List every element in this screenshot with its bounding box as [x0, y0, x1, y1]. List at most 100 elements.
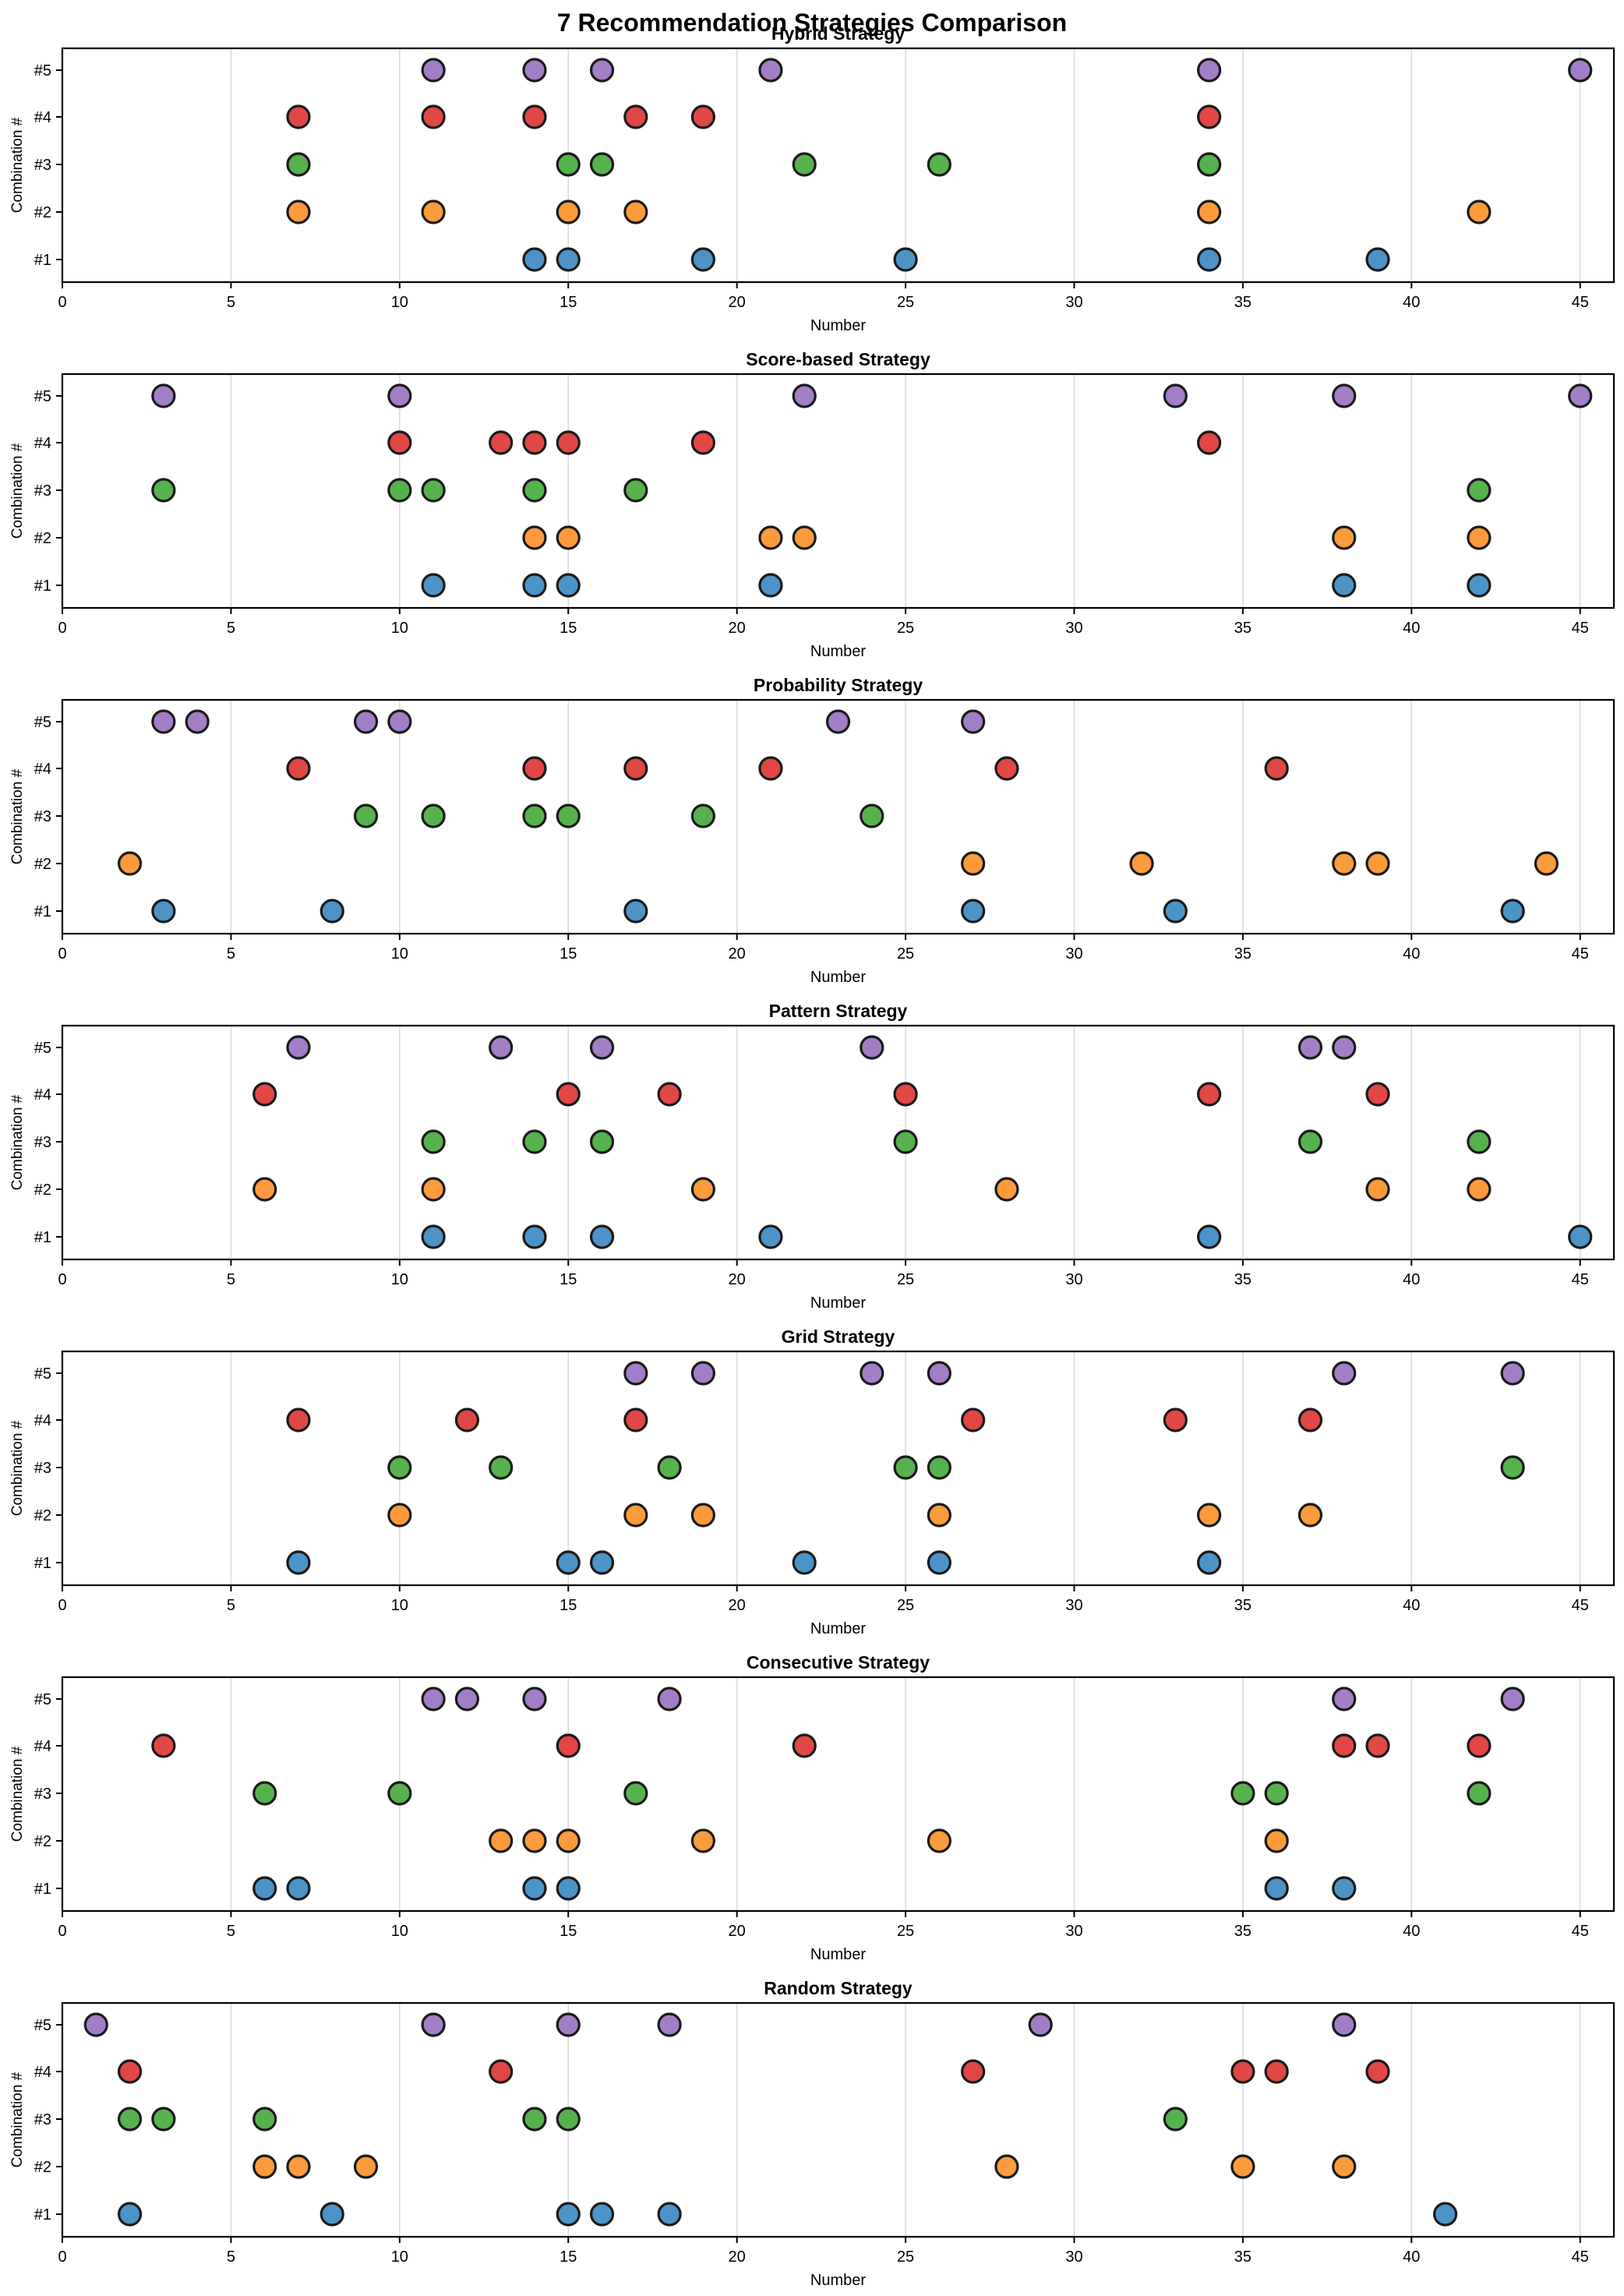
x-tick-label: 35 [1234, 294, 1252, 311]
data-point [387, 478, 412, 503]
data-point [1568, 58, 1593, 83]
x-tick-label: 10 [391, 294, 408, 311]
y-axis-label: Combination # [9, 1746, 26, 1842]
data-point [556, 1828, 581, 1853]
x-tick-label: 35 [1234, 2248, 1252, 2266]
data-point [927, 1361, 951, 1386]
x-tick-label: 5 [227, 945, 235, 963]
data-point [758, 756, 783, 781]
x-tick-label: 5 [227, 2248, 235, 2266]
data-point [151, 383, 176, 408]
data-point [623, 899, 648, 924]
y-axis-label: Combination # [9, 117, 26, 213]
data-point [556, 430, 581, 455]
data-point [117, 2059, 143, 2084]
y-tick-label: #5 [34, 1040, 51, 1057]
data-point [792, 152, 817, 177]
data-point [387, 1781, 412, 1806]
x-tick-label: 10 [391, 620, 408, 637]
x-tick-label: 30 [1065, 294, 1082, 311]
data-point [1365, 247, 1390, 272]
data-point [657, 1687, 682, 1711]
data-point [623, 1408, 648, 1432]
plot-frame [61, 1350, 1615, 1587]
data-point [589, 1035, 615, 1060]
panel-probability-strategy: Probability Strategy 0 5 10 15 20 25 30 35 40 45 Nu… [9, 675, 1615, 986]
data-point [1332, 383, 1357, 408]
data-point [286, 756, 311, 781]
data-point [1163, 383, 1188, 408]
plot-frame [61, 1676, 1615, 1913]
data-point [1028, 2012, 1053, 2037]
x-tick-label: 40 [1403, 1597, 1420, 1614]
data-point [657, 1082, 682, 1107]
data-point [522, 1828, 547, 1853]
x-axis-label: Number [810, 1620, 866, 1637]
data-point [1297, 1129, 1323, 1154]
data-point [1332, 2154, 1357, 2179]
x-tick-label: 35 [1234, 1923, 1252, 1940]
y-tick-label: #4 [34, 109, 51, 126]
panel-title: Consecutive Strategy [747, 1652, 930, 1673]
panel-title: Hybrid Strategy [771, 23, 905, 44]
data-point [522, 58, 547, 83]
data-point [758, 525, 783, 550]
data-point [117, 2107, 143, 2132]
y-tick-label: #4 [34, 1738, 51, 1755]
x-tick-label: 0 [58, 294, 66, 311]
data-point [252, 2154, 277, 2179]
x-tick-label: 10 [391, 1271, 408, 1288]
x-tick-label: 10 [391, 1923, 408, 1940]
x-tick-label: 45 [1572, 620, 1589, 637]
x-tick-label: 40 [1403, 294, 1420, 311]
data-point [994, 2154, 1019, 2179]
data-point [522, 804, 547, 828]
data-point [556, 1876, 581, 1901]
x-tick-label: 35 [1234, 1271, 1252, 1288]
data-point [1197, 1224, 1222, 1249]
data-point [556, 1550, 581, 1575]
panels-layer: Hybrid Strategy 0 5 10 15 20 25 30 35 40 45 Number #… [9, 23, 1615, 2289]
data-point [1332, 2012, 1357, 2037]
panel-title: Grid Strategy [782, 1326, 895, 1347]
x-tick-label: 20 [729, 1271, 746, 1288]
data-point [1297, 1408, 1323, 1432]
data-point [1365, 2059, 1390, 2084]
y-tick-label: #5 [34, 1365, 51, 1383]
data-point [893, 1455, 918, 1480]
data-point [421, 804, 446, 828]
data-point [421, 573, 446, 598]
data-point [1500, 899, 1525, 924]
data-point [758, 58, 783, 83]
data-point [657, 2012, 682, 2037]
data-point [792, 1550, 817, 1575]
data-point [286, 2154, 311, 2179]
data-point [589, 1224, 615, 1249]
data-point [1332, 1035, 1357, 1060]
y-tick-label: #2 [34, 530, 51, 547]
data-point [1264, 1781, 1289, 1806]
x-tick-label: 20 [729, 294, 746, 311]
data-point [454, 1687, 479, 1711]
x-tick-label: 30 [1065, 1597, 1082, 1614]
data-point [1332, 851, 1357, 876]
x-tick-label: 45 [1572, 945, 1589, 963]
x-axis-label: Number [810, 1946, 866, 1963]
data-point [556, 2012, 581, 2037]
y-tick-label: #3 [34, 157, 51, 174]
x-tick-label: 10 [391, 945, 408, 963]
data-point [927, 1455, 951, 1480]
x-tick-label: 20 [729, 620, 746, 637]
data-point [421, 1177, 446, 1202]
data-point [927, 152, 951, 177]
panel-random-strategy: Random Strategy 0 5 10 15 20 25 30 35 40 45 Number #… [9, 1978, 1615, 2289]
figure-title: 7 Recommendation Strategies Comparison [557, 9, 1067, 37]
data-point [286, 1408, 311, 1432]
data-point [252, 1177, 277, 1202]
data-point [1500, 1361, 1525, 1386]
data-point [927, 1828, 951, 1853]
data-point [792, 525, 817, 550]
data-point [1264, 1828, 1289, 1853]
y-tick-label: #5 [34, 714, 51, 731]
x-tick-label: 5 [227, 1271, 235, 1288]
